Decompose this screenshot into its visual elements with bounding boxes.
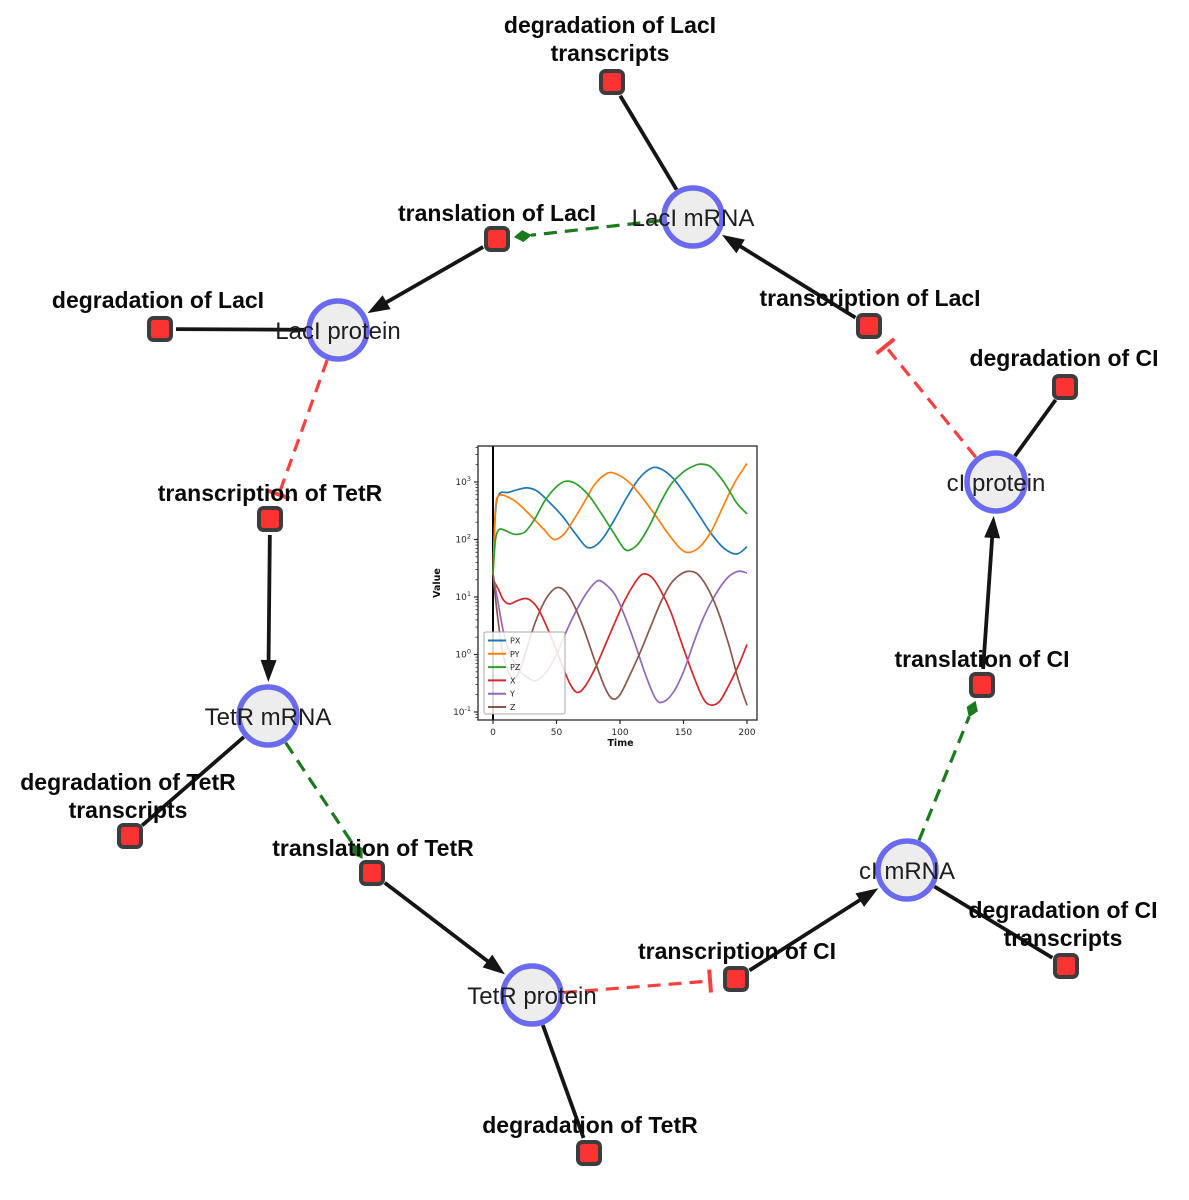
svg-text:50: 50 bbox=[551, 728, 563, 738]
reaction-node-translation-laci[interactable] bbox=[484, 226, 510, 252]
edge-translation-tetr-to-tetr-protein bbox=[383, 881, 495, 968]
edge-laci-protein-to-transcription-tetr bbox=[277, 359, 329, 496]
plot-series-X bbox=[492, 573, 748, 706]
edge-translation-tetr-to-tetr-protein-arrowhead bbox=[482, 954, 505, 975]
edge-laci-mrna-to-translation-laci bbox=[530, 218, 662, 237]
svg-text:0: 0 bbox=[490, 728, 496, 738]
edge-laci-mrna-to-deg-laci-transcripts bbox=[618, 94, 679, 191]
edges-layer bbox=[140, 94, 1058, 1139]
plot-series-PY bbox=[492, 463, 748, 575]
edge-ci-mrna-to-translation-ci bbox=[917, 715, 971, 841]
reaction-label-transcription-laci: transcription of LacI bbox=[759, 285, 980, 311]
svg-text:200: 200 bbox=[738, 728, 755, 738]
species-node-ci-mrna[interactable] bbox=[875, 838, 939, 902]
edge-ci-mrna-to-deg-ci-transcripts bbox=[933, 884, 1054, 960]
plot-legend-entry-Z: Z bbox=[510, 703, 516, 712]
edge-transcription-tetr-to-tetr-mrna bbox=[266, 534, 272, 669]
edge-ci-protein-to-deg-ci bbox=[1013, 398, 1058, 458]
svg-text:100: 100 bbox=[611, 728, 628, 738]
reaction-label-deg-laci-transcripts-line1: degradation of LacI bbox=[504, 12, 716, 38]
reaction-label-deg-tetr: degradation of TetR bbox=[482, 1112, 698, 1138]
plot-xlabel: Time bbox=[607, 738, 633, 749]
edge-ci-mrna-to-translation-ci-diamond bbox=[966, 700, 978, 718]
reaction-node-transcription-laci[interactable] bbox=[856, 313, 882, 339]
reaction-label-transcription-ci: transcription of CI bbox=[638, 938, 836, 964]
reaction-node-transcription-ci[interactable] bbox=[723, 966, 749, 992]
plot-ylabel: Value bbox=[432, 568, 443, 598]
edge-tetr-mrna-to-translation-tetr-diamond bbox=[352, 843, 363, 859]
edge-laci-protein-to-deg-laci bbox=[175, 327, 307, 332]
reaction-node-deg-tetr[interactable] bbox=[576, 1140, 602, 1166]
species-node-tetr-protein[interactable] bbox=[500, 963, 564, 1027]
edge-transcription-tetr-to-tetr-mrna-arrowhead bbox=[260, 659, 277, 683]
edge-translation-laci-to-laci-protein bbox=[378, 245, 485, 308]
reaction-label-deg-tetr-transcripts-line1: degradation of TetR bbox=[20, 769, 236, 795]
nodes-layer bbox=[117, 69, 1079, 1166]
edge-translation-ci-to-ci-protein-arrowhead bbox=[984, 515, 1001, 539]
reaction-label-deg-ci-transcripts-line1: degradation of CI bbox=[968, 897, 1157, 923]
svg-text:150: 150 bbox=[675, 728, 692, 738]
reaction-label-translation-laci: translation of LacI bbox=[398, 200, 596, 226]
species-label-tetr-protein: TetR protein bbox=[467, 983, 596, 1010]
reaction-label-deg-tetr-transcripts-line2: transcripts bbox=[69, 797, 188, 823]
plot-legend-entry-PX: PX bbox=[510, 637, 521, 646]
reaction-node-deg-tetr-transcripts[interactable] bbox=[117, 823, 143, 849]
species-node-laci-mrna[interactable] bbox=[661, 185, 725, 249]
plot-axes-box bbox=[477, 445, 758, 721]
species-label-laci-mrna: LacI mRNA bbox=[632, 205, 755, 232]
plot-series-PX bbox=[492, 466, 748, 575]
reaction-label-translation-ci: translation of CI bbox=[894, 646, 1069, 672]
edge-laci-mrna-to-translation-laci-diamond bbox=[513, 230, 532, 243]
edge-transcription-ci-to-ci-mrna bbox=[748, 894, 868, 973]
reaction-node-translation-ci[interactable] bbox=[969, 672, 995, 698]
species-node-tetr-mrna[interactable] bbox=[236, 684, 300, 748]
edge-tetr-protein-to-deg-tetr bbox=[541, 1024, 586, 1139]
reaction-node-deg-ci-transcripts[interactable] bbox=[1053, 953, 1079, 979]
species-label-ci-mrna: cI mRNA bbox=[859, 858, 955, 885]
edge-tetr-mrna-to-translation-tetr bbox=[284, 741, 355, 846]
plot-legend-entry-Y: Y bbox=[509, 690, 515, 699]
edge-ci-protein-to-transcription-laci-tee bbox=[875, 337, 896, 355]
reaction-node-transcription-tetr[interactable] bbox=[257, 506, 283, 532]
edge-translation-ci-to-ci-protein bbox=[981, 529, 995, 670]
reaction-label-deg-ci-transcripts-line2: transcripts bbox=[1004, 925, 1123, 951]
reaction-label-transcription-tetr: transcription of TetR bbox=[158, 480, 383, 506]
plot-series-PZ bbox=[492, 463, 748, 575]
plot-legend-entry-PY: PY bbox=[510, 650, 520, 659]
reaction-node-deg-laci-transcripts[interactable] bbox=[599, 69, 625, 95]
edge-tetr-mrna-to-deg-tetr-transcripts bbox=[140, 735, 246, 827]
reaction-label-deg-laci-transcripts-line2: transcripts bbox=[551, 40, 670, 66]
plot-legend-entry-PZ: PZ bbox=[510, 663, 521, 672]
reaction-label-translation-tetr: translation of TetR bbox=[272, 835, 474, 861]
species-node-laci-protein[interactable] bbox=[306, 298, 370, 362]
edge-translation-laci-to-laci-protein-arrowhead bbox=[367, 295, 391, 314]
timecourse-plot: 0 50 100 150 20010-1100101102103TimeValuePXP… bbox=[430, 428, 780, 758]
reaction-node-translation-tetr[interactable] bbox=[359, 860, 385, 886]
reaction-node-deg-ci[interactable] bbox=[1052, 374, 1078, 400]
edge-transcription-laci-to-laci-mrna bbox=[732, 240, 857, 320]
species-label-tetr-mrna: TetR mRNA bbox=[205, 704, 332, 731]
edge-laci-protein-to-transcription-tetr-tee bbox=[267, 488, 291, 501]
edge-transcription-ci-to-ci-mrna-arrowhead bbox=[855, 888, 879, 907]
plot-legend: PX PY PZ XYZ bbox=[483, 631, 566, 715]
edge-ci-protein-to-transcription-laci bbox=[884, 345, 978, 459]
reaction-node-deg-laci[interactable] bbox=[147, 316, 173, 342]
edge-tetr-protein-to-transcription-ci-tee bbox=[707, 969, 713, 993]
reaction-label-deg-ci: degradation of CI bbox=[969, 345, 1158, 371]
plot-legend-entry-X: X bbox=[510, 676, 516, 685]
labels-layer: LacI mRNA LacI protein TetR mRNA TetR prote… bbox=[20, 12, 1158, 1138]
species-node-ci-protein[interactable] bbox=[964, 450, 1028, 514]
reaction-label-deg-laci: degradation of LacI bbox=[52, 287, 264, 313]
plot-background bbox=[430, 428, 780, 758]
species-label-ci-protein: cI protein bbox=[947, 470, 1046, 497]
edge-tetr-protein-to-transcription-ci bbox=[563, 979, 711, 995]
species-label-laci-protein: LacI protein bbox=[275, 318, 400, 345]
edge-transcription-laci-to-laci-mrna-arrowhead bbox=[721, 234, 745, 254]
